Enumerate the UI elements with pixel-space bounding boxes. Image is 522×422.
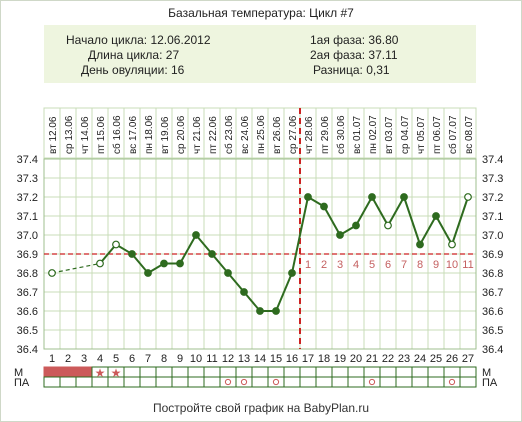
ovulation-day-text: День овуляции: 16 — [81, 63, 185, 77]
difference-text: Разница: 0,31 — [313, 63, 390, 77]
chart-title: Базальная температура: Цикл #7 — [168, 6, 354, 20]
phase1-text: 1ая фаза: 36.80 — [310, 33, 399, 47]
phase2-text: 2ая фаза: 37.11 — [310, 48, 398, 62]
cycle-summary-panel: Начало цикла: 12.06.2012 Длина цикла: 27… — [44, 25, 476, 83]
footer-link[interactable]: Постройте свой график на BabyPlan.ru — [152, 401, 370, 415]
cycle-length-text: Длина цикла: 27 — [88, 48, 180, 62]
cycle-start-text: Начало цикла: 12.06.2012 — [66, 33, 211, 47]
